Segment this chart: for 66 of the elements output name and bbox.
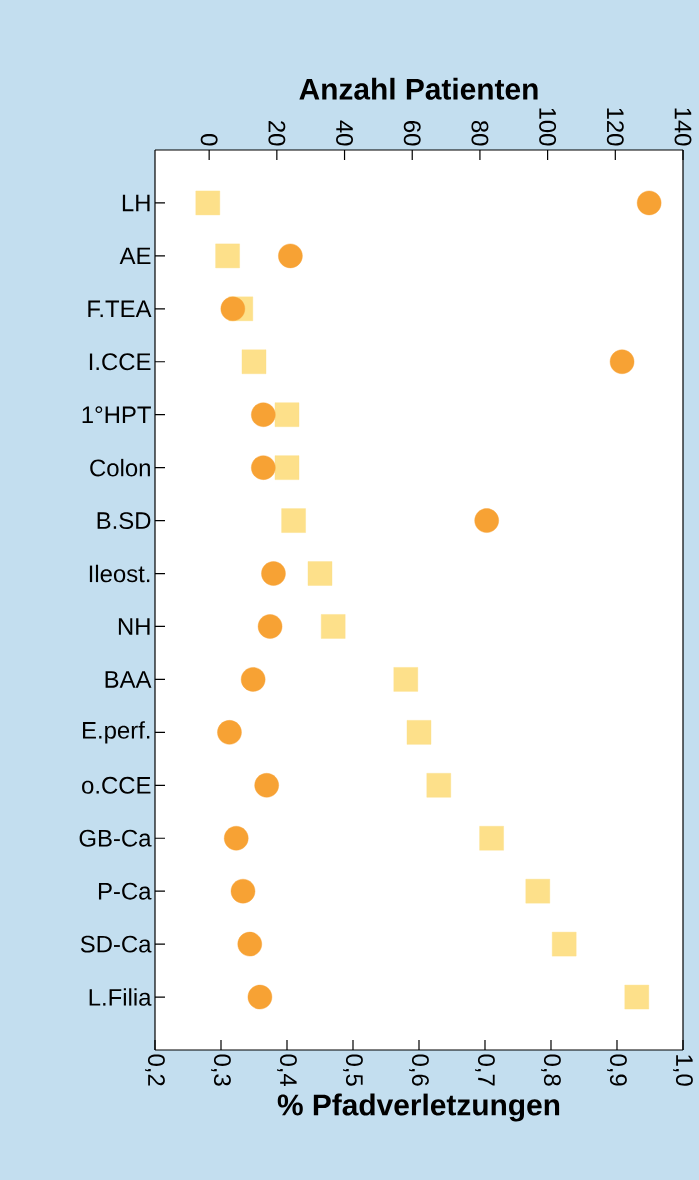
point xyxy=(254,773,279,798)
x2-tick-label: 120 xyxy=(606,108,624,146)
point xyxy=(237,931,262,957)
x2-tick-label: 40 xyxy=(336,120,353,146)
point xyxy=(551,931,577,957)
y-tick-label: 1°HPT xyxy=(82,406,151,424)
point xyxy=(230,878,256,904)
point xyxy=(257,614,283,639)
x-tick-label: 0,5 xyxy=(343,1054,363,1086)
point xyxy=(393,667,418,692)
point xyxy=(479,826,504,851)
x-tick-label: 0,2 xyxy=(145,1054,165,1086)
point xyxy=(247,984,273,1010)
y-tick-label: I.CCE xyxy=(89,353,151,371)
point xyxy=(474,508,499,533)
point xyxy=(241,349,267,374)
y-tick-label: NH xyxy=(118,618,150,635)
y-tick-label: F.TEA xyxy=(88,300,152,318)
point xyxy=(274,455,300,480)
point xyxy=(281,508,306,533)
point xyxy=(224,826,249,851)
point xyxy=(321,614,346,639)
x2-tick-label: 0 xyxy=(200,134,218,146)
y-tick-label: B.SD xyxy=(97,512,151,530)
y-tick-label: AE xyxy=(119,247,151,265)
point xyxy=(220,296,246,322)
y-tick-label: SD-Ca xyxy=(80,935,152,953)
x-tick-label: 0,4 xyxy=(277,1054,297,1087)
point xyxy=(624,984,649,1010)
y-tick-label: Colon xyxy=(90,458,150,477)
x2-tick-label: 140 xyxy=(674,108,692,146)
point xyxy=(251,455,276,480)
y-tick-label: GB-Ca xyxy=(79,829,152,847)
point xyxy=(215,243,240,269)
y-tick-label: E.perf. xyxy=(83,721,150,744)
y-tick-label: P-Ca xyxy=(98,882,152,900)
point xyxy=(307,561,333,586)
y-tick-label: BAA xyxy=(105,671,152,688)
point xyxy=(525,878,550,904)
x2-tick-label: 60 xyxy=(403,121,421,146)
y-tick-label: o.CCE xyxy=(82,776,151,794)
point xyxy=(636,190,662,216)
point xyxy=(195,190,220,216)
point xyxy=(406,720,432,745)
y-tick-label: Ileost. xyxy=(89,564,150,583)
x2-tick-label: 100 xyxy=(539,108,557,146)
x-axis-title: % Pfadverletzungen xyxy=(277,1093,560,1122)
point xyxy=(274,402,300,427)
x2-tick-label: 20 xyxy=(268,121,286,146)
y-tick-label: LH xyxy=(122,194,150,212)
x-tick-label: 0,7 xyxy=(475,1054,495,1086)
point xyxy=(426,773,451,798)
x2-tick-label: 80 xyxy=(471,120,489,146)
point xyxy=(261,561,286,586)
x-tick-label: 1,0 xyxy=(673,1055,693,1086)
x-tick-label: 0,6 xyxy=(409,1054,429,1086)
x-tick-label: 0,3 xyxy=(211,1054,231,1086)
point xyxy=(278,243,303,269)
x2-axis-title: Anzahl Patienten xyxy=(299,77,538,100)
point xyxy=(609,349,635,374)
point xyxy=(251,402,276,427)
x-tick-label: 0,9 xyxy=(607,1054,627,1086)
point xyxy=(217,720,242,745)
y-tick-label: L.Filia xyxy=(89,988,152,1006)
point xyxy=(240,667,266,692)
x-tick-label: 0,8 xyxy=(541,1054,561,1086)
